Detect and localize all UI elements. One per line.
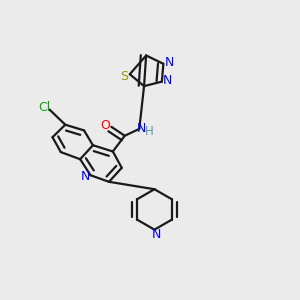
Text: S: S <box>120 70 128 83</box>
Text: N: N <box>165 56 175 69</box>
Text: N: N <box>136 122 146 134</box>
Text: O: O <box>100 119 110 132</box>
Text: Cl: Cl <box>38 101 50 114</box>
Text: N: N <box>81 170 91 183</box>
Text: N: N <box>163 74 172 87</box>
Text: H: H <box>145 125 154 138</box>
Text: N: N <box>151 228 160 241</box>
